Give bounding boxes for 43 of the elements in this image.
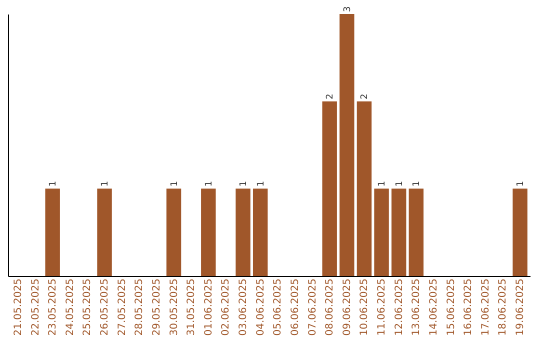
x-tick-label: 21.05.2025 bbox=[12, 278, 24, 336]
data-label: 1 bbox=[394, 180, 405, 187]
x-tick-label: 09.06.2025 bbox=[342, 278, 353, 336]
data-label: 1 bbox=[256, 180, 266, 187]
x-tick-label: 12.06.2025 bbox=[394, 278, 405, 336]
x-tick-label: 08.06.2025 bbox=[324, 278, 336, 336]
x-tick-label: 19.06.2025 bbox=[515, 278, 526, 336]
data-label: 1 bbox=[170, 180, 180, 187]
x-tick-label: 03.06.2025 bbox=[238, 278, 250, 336]
data-label: 1 bbox=[378, 180, 388, 187]
x-tick-label: 17.06.2025 bbox=[480, 278, 492, 336]
x-tick-label: 02.06.2025 bbox=[220, 278, 232, 336]
x-tick-label: 11.06.2025 bbox=[376, 278, 388, 336]
x-tick-label: 25.05.2025 bbox=[82, 278, 94, 336]
x-tick-label: 30.05.2025 bbox=[168, 278, 180, 336]
data-label: 1 bbox=[100, 180, 111, 187]
x-tick-label: 15.06.2025 bbox=[446, 278, 457, 336]
x-tick-label: 16.06.2025 bbox=[463, 278, 474, 336]
data-label: 2 bbox=[326, 94, 336, 100]
data-label: 2 bbox=[360, 94, 370, 100]
x-tick-label: 14.06.2025 bbox=[428, 278, 440, 336]
data-label: 1 bbox=[412, 180, 422, 187]
x-tick-label: 28.05.2025 bbox=[134, 278, 146, 336]
x-tick-label: 31.05.2025 bbox=[186, 278, 198, 336]
x-tick-label: 26.05.2025 bbox=[100, 278, 111, 336]
x-tick-label: 07.06.2025 bbox=[307, 278, 318, 336]
data-label: 1 bbox=[516, 180, 526, 187]
x-tick-label: 01.06.2025 bbox=[203, 278, 214, 336]
x-tick-label: 27.05.2025 bbox=[116, 278, 128, 336]
x-tick-label: 29.05.2025 bbox=[151, 278, 162, 336]
x-tick-label: 10.06.2025 bbox=[359, 278, 370, 336]
x-tick-label: 04.06.2025 bbox=[255, 278, 266, 336]
x-tick-label: 05.06.2025 bbox=[272, 278, 284, 336]
x-tick-label: 13.06.2025 bbox=[411, 278, 422, 336]
x-tick-label: 23.05.2025 bbox=[48, 278, 59, 336]
data-label: 1 bbox=[204, 180, 214, 187]
x-tick-label: 06.06.2025 bbox=[290, 278, 301, 336]
x-tick-label: 24.05.2025 bbox=[64, 278, 76, 336]
x-tick-label: 18.06.2025 bbox=[498, 278, 509, 336]
x-tick-label: 22.05.2025 bbox=[30, 278, 42, 336]
data-label: 1 bbox=[48, 180, 59, 187]
data-label: 3 bbox=[342, 6, 353, 12]
data-label: 1 bbox=[239, 180, 250, 187]
